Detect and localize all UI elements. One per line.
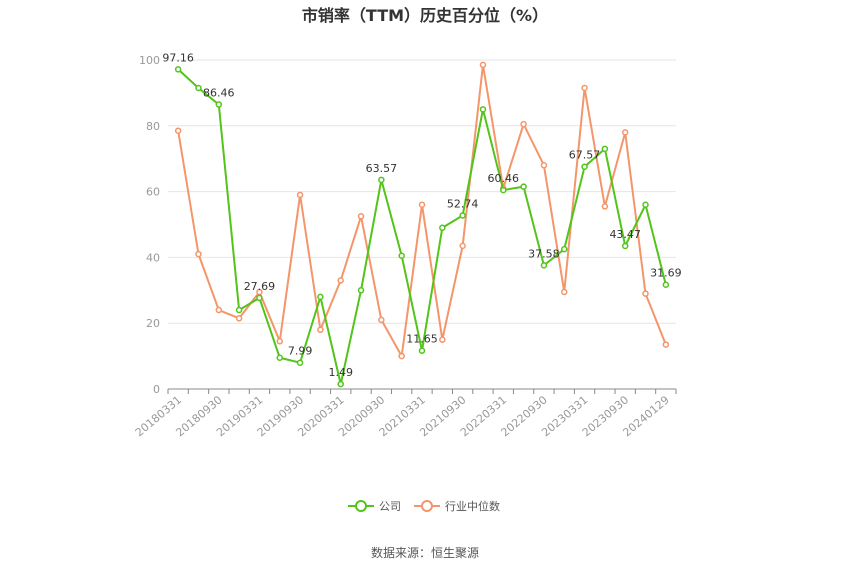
y-tick-label: 100 [139, 54, 160, 67]
data-point [560, 245, 568, 253]
data-point [174, 127, 182, 134]
data-point [235, 315, 243, 322]
data-label: 67.57 [569, 149, 601, 162]
y-tick-label: 60 [146, 186, 160, 199]
data-point [439, 224, 446, 232]
data-label: 43.47 [609, 228, 641, 241]
legend-item-company[interactable]: 公司 [348, 500, 401, 513]
data-point [378, 176, 385, 184]
series-industry-median [174, 61, 670, 360]
data-label: 7.99 [288, 345, 313, 358]
data-point [560, 288, 568, 296]
data-point [418, 201, 426, 209]
data-point [601, 203, 609, 210]
data-point [296, 191, 304, 199]
data-point [459, 212, 466, 219]
data-label: 60.46 [488, 172, 520, 185]
legend-label: 公司 [379, 500, 401, 513]
data-point [642, 201, 649, 209]
data-point [357, 213, 365, 220]
y-tick-label: 80 [146, 120, 160, 133]
data-point [276, 338, 284, 345]
data-point [540, 262, 548, 269]
data-label: 31.69 [650, 267, 682, 280]
y-axis-ticks: 0 20 40 60 80 100 [139, 54, 160, 396]
series-group [174, 61, 670, 388]
data-point [398, 252, 405, 260]
data-point [479, 106, 487, 113]
data-point [317, 326, 324, 334]
data-point [439, 336, 446, 343]
legend-swatch-marker [355, 500, 367, 512]
data-point [479, 61, 487, 69]
data-point [195, 250, 202, 258]
legend-item-industry-median[interactable]: 行业中位数 [414, 499, 500, 513]
data-point [581, 84, 588, 92]
source-note: 数据来源：恒生聚源 [371, 545, 479, 560]
data-point [500, 186, 507, 194]
data-label: 97.16 [162, 51, 194, 64]
data-point [581, 163, 588, 170]
legend-swatch-marker [421, 500, 433, 512]
data-label: 52.74 [447, 197, 479, 210]
data-label: 1.49 [328, 366, 353, 379]
data-point [256, 288, 263, 296]
legend-label: 行业中位数 [445, 499, 500, 513]
data-point [337, 380, 344, 388]
data-point [520, 183, 527, 190]
data-point [337, 277, 344, 284]
series-company [174, 66, 670, 388]
data-point [317, 293, 324, 301]
data-point [662, 281, 670, 288]
data-label: 86.46 [203, 87, 235, 100]
data-point [215, 306, 223, 314]
data-point [540, 162, 548, 169]
data-label: 11.65 [406, 333, 438, 346]
data-point [520, 120, 527, 128]
data-labels: 97.16 86.46 27.69 7.99 1.49 63.57 11.65 52.74 60… [162, 51, 681, 379]
legend[interactable]: 公司 行业中位数 [348, 499, 500, 513]
data-point [621, 129, 629, 136]
y-tick-label: 20 [146, 317, 160, 330]
data-point [642, 290, 649, 297]
y-tick-label: 40 [146, 251, 160, 264]
data-point [276, 354, 284, 361]
data-point [357, 287, 365, 294]
data-point [215, 101, 223, 108]
data-point [601, 145, 609, 153]
data-point [398, 352, 405, 360]
x-axis: 2018033120180930201903312019093020200331… [133, 388, 677, 439]
data-label: 63.57 [366, 162, 398, 175]
data-point [296, 359, 304, 366]
chart-title: 市销率（TTM）历史百分位（%） [302, 6, 548, 25]
data-label: 27.69 [244, 280, 276, 293]
data-point [459, 242, 466, 250]
data-point [662, 341, 670, 348]
y-tick-label: 0 [153, 383, 160, 396]
data-point [256, 294, 263, 302]
data-point [174, 66, 182, 73]
data-point [195, 84, 202, 92]
series-line [177, 63, 667, 358]
data-point [378, 316, 385, 324]
data-point [418, 347, 426, 354]
data-point [621, 242, 629, 250]
data-label: 37.58 [528, 247, 560, 260]
data-point [235, 306, 243, 314]
